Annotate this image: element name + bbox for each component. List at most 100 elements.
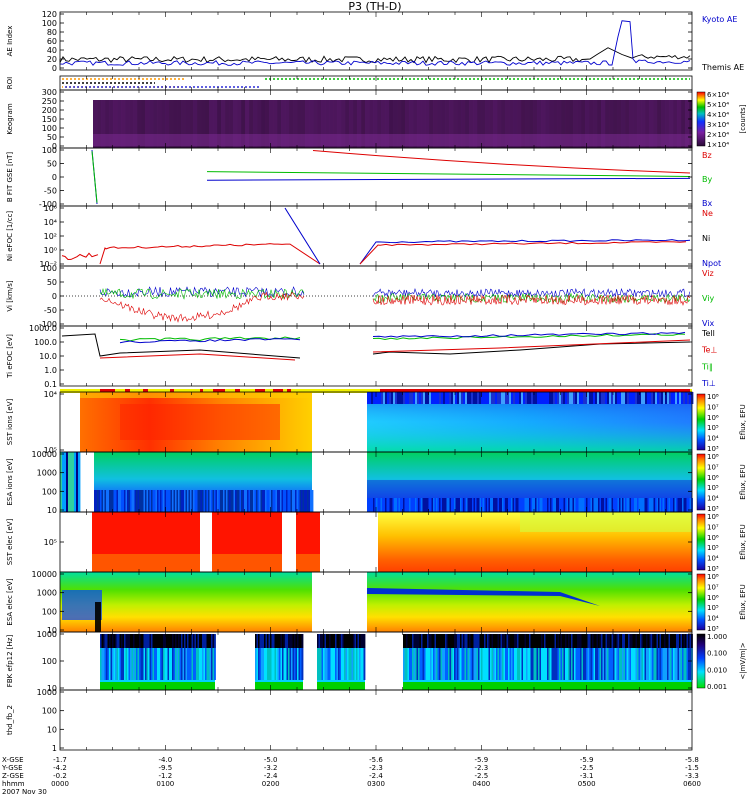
spectro-stripe [544, 634, 546, 648]
spectro-stripe [659, 634, 662, 648]
keogram-column [433, 100, 438, 148]
spectro-stripe [431, 392, 434, 404]
spectro-stripe [209, 634, 212, 648]
spectro-stripe [608, 648, 611, 680]
spectro-stripe [481, 634, 483, 648]
x-tick-label: -5.6 [369, 756, 383, 764]
spectro-stripe [563, 498, 566, 512]
legend-entry: Themis AE [701, 63, 744, 72]
colorbar-tick-label: 10³ [707, 625, 719, 633]
spectro-stripe [436, 634, 438, 648]
keogram-column [481, 100, 486, 148]
spectro-stripe [496, 498, 498, 512]
spectro-stripe [523, 634, 525, 648]
spectro-stripe [464, 498, 467, 512]
spectro-stripe [66, 452, 69, 512]
spectro-stripe [632, 634, 635, 648]
spectro-stripe [661, 392, 664, 404]
spectro-low [403, 682, 692, 690]
spectro-stripe [664, 498, 666, 512]
spectro-stripe [320, 634, 322, 648]
spectro-stripe [623, 392, 626, 404]
spectro-stripe [680, 648, 683, 680]
y-tick-label: 50 [47, 160, 57, 169]
keogram-column [505, 100, 510, 148]
spectro-stripe [279, 634, 281, 648]
spectro-stripe [499, 634, 501, 648]
spectro-stripe [161, 490, 164, 512]
spectro-stripe [166, 634, 168, 648]
y-tick-label: 120 [42, 10, 57, 19]
spectro-stripe [511, 634, 513, 648]
spectro-stripe [488, 498, 491, 512]
spectro-stripe [467, 392, 470, 404]
spectro-stripe [614, 648, 617, 680]
colorbar-tick-label: 10⁸ [707, 513, 719, 521]
keogram-column [181, 100, 186, 148]
spectro-stripe [318, 634, 321, 648]
keogram-column [249, 100, 254, 148]
spectro-stripe [284, 490, 287, 512]
spectro-stripe [220, 490, 222, 512]
legend-entry: Ne [702, 209, 713, 218]
keogram-column [97, 100, 102, 148]
spectro-stripe [449, 498, 452, 512]
spectro-stripe [526, 634, 528, 648]
colorbar-tick-label: 10⁵ [707, 544, 719, 552]
colorbar-tick-label: 10⁷ [707, 583, 719, 591]
spectro-stripe [499, 498, 501, 512]
spectro-stripe [277, 648, 280, 680]
spectro-stripe [520, 648, 522, 680]
spectro-stripe [133, 648, 135, 680]
spectro-stripe [354, 648, 357, 680]
spectro-stripe [634, 498, 636, 512]
spectro-stripe [682, 648, 684, 680]
mode-bar-segment [273, 389, 283, 393]
spectro-stripe [521, 648, 524, 680]
spectro-stripe [613, 498, 615, 512]
keogram-column [105, 100, 110, 148]
keogram-column [237, 100, 242, 148]
keogram-column [469, 100, 474, 148]
spectro-stripe [427, 392, 430, 404]
spectro-stripe [110, 634, 113, 648]
spectro-stripe [163, 634, 165, 648]
spectro-stripe [535, 634, 537, 648]
spectro-stripe [542, 498, 545, 512]
spectro-stripe [179, 634, 182, 648]
spectro-stripe [184, 634, 186, 648]
x-tick-label: -2.3 [369, 764, 383, 772]
spectro-stripe [175, 648, 177, 680]
spectro-stripe [106, 634, 108, 648]
spectro-stripe [490, 648, 492, 680]
spectro-stripe [533, 634, 536, 648]
series-line-themis-ae [59, 47, 691, 64]
spectro-stripe [344, 648, 346, 680]
spectro-stripe [226, 490, 228, 512]
spectro-stripe [190, 634, 192, 648]
spectro-stripe [377, 392, 380, 404]
spectro-stripe [395, 392, 398, 404]
spectro-stripe [664, 648, 666, 680]
spectro-stripe [202, 634, 204, 648]
spectro-stripe [586, 648, 588, 680]
y-tick-label: 1000 [37, 688, 57, 697]
spectro-stripe [656, 634, 659, 648]
spectro-stripe [118, 634, 120, 648]
spectro-stripe [541, 498, 543, 512]
spectro-stripe [533, 392, 536, 404]
spectro-stripe [665, 634, 668, 648]
spectro-stripe [538, 498, 540, 512]
spectro-stripe [397, 392, 400, 404]
spectro-stripe [194, 490, 197, 512]
spectro-stripe [571, 392, 574, 404]
y-tick-label: 60 [47, 37, 57, 46]
spectro-stripe [503, 392, 506, 404]
spectro-stripe [175, 490, 177, 512]
spectro-stripe [683, 392, 686, 404]
spectro-stripe [149, 634, 152, 648]
spectro-stripe [127, 648, 129, 680]
spectro-stripe [470, 498, 473, 512]
mode-bar-segment [235, 389, 240, 393]
spectro-stripe [94, 490, 96, 512]
